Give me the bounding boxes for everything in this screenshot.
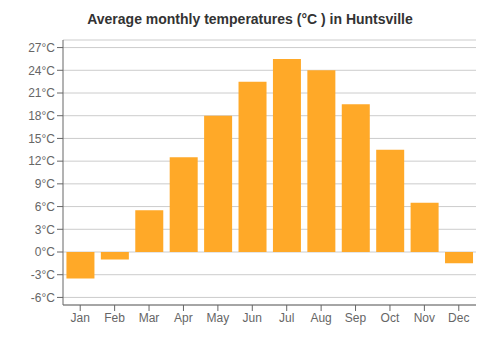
svg-text:15°C: 15°C	[28, 132, 55, 146]
svg-text:-6°C: -6°C	[31, 291, 55, 305]
svg-text:12°C: 12°C	[28, 154, 55, 168]
svg-text:24°C: 24°C	[28, 64, 55, 78]
svg-text:9°C: 9°C	[35, 177, 55, 191]
html-text:Average monthly temperatures (: Average monthly temperatures (°C ) in Hu…	[87, 11, 413, 27]
svg-text:-3°C: -3°C	[31, 268, 55, 282]
svg-text:Dec: Dec	[448, 311, 469, 325]
svg-text:Jan: Jan	[71, 311, 90, 325]
svg-text:21°C: 21°C	[28, 86, 55, 100]
svg-text:6°C: 6°C	[35, 200, 55, 214]
svg-text:Jun: Jun	[243, 311, 262, 325]
svg-text:Oct: Oct	[381, 311, 400, 325]
svg-text:Nov: Nov	[414, 311, 435, 325]
svg-text:Aug: Aug	[310, 311, 331, 325]
svg-text:3°C: 3°C	[35, 223, 55, 237]
svg-text:Feb: Feb	[104, 311, 125, 325]
svg-text:Mar: Mar	[139, 311, 160, 325]
svg-text:Jul: Jul	[279, 311, 294, 325]
svg-text:May: May	[207, 311, 230, 325]
svg-text:0°C: 0°C	[35, 245, 55, 259]
svg-text:27°C: 27°C	[28, 41, 55, 55]
svg-text:Sep: Sep	[345, 311, 367, 325]
svg-text:Apr: Apr	[174, 311, 193, 325]
svg-text:18°C: 18°C	[28, 109, 55, 123]
